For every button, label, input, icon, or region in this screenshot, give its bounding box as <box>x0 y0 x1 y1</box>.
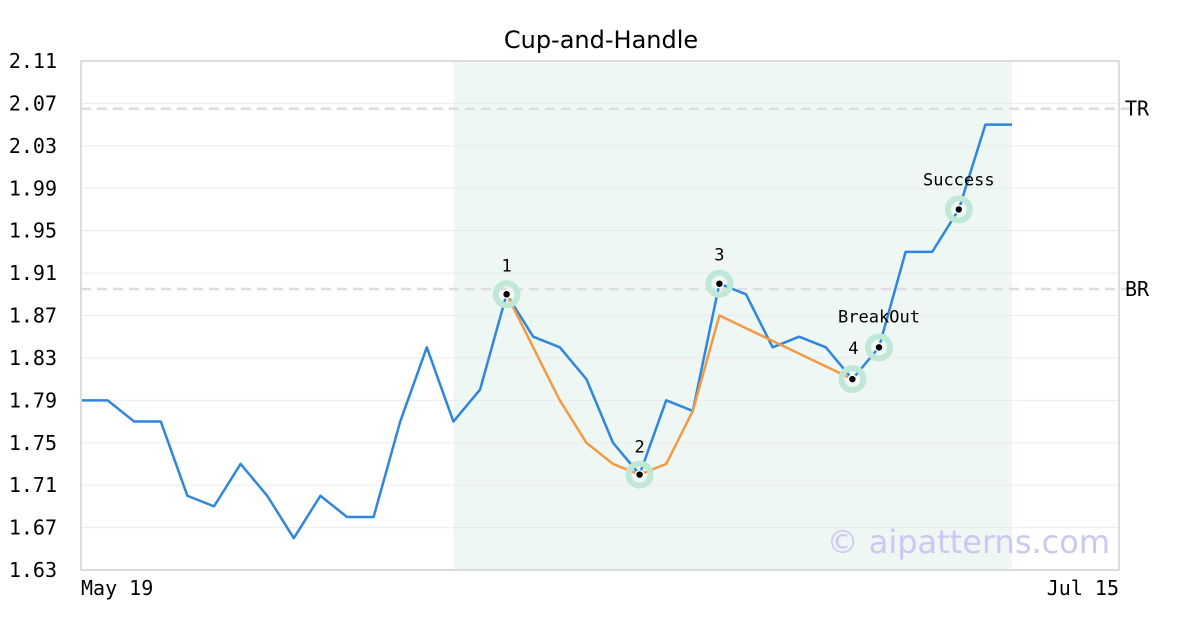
y-tick-label: 1.75 <box>9 431 57 455</box>
reference-label-tr: TR <box>1125 97 1150 121</box>
y-tick-label: 1.87 <box>9 304 57 328</box>
y-tick-label: 1.63 <box>9 558 57 582</box>
chart-title: Cup-and-Handle <box>504 26 698 54</box>
marker-label-1: 1 <box>501 256 511 276</box>
marker-dot-4 <box>847 374 858 384</box>
y-tick-label: 2.11 <box>9 49 57 73</box>
marker-halo-success <box>944 195 973 224</box>
y-tick-label: 1.67 <box>9 516 57 540</box>
y-tick-label: 1.71 <box>9 473 57 497</box>
y-tick-label: 1.99 <box>9 176 57 200</box>
y-tick-label: 1.91 <box>9 261 57 285</box>
y-tick-label: 2.07 <box>9 91 57 115</box>
marker-dot-2 <box>634 469 645 480</box>
marker-halo-2 <box>625 460 654 489</box>
x-tick-label: Jul 15 <box>1047 576 1119 600</box>
y-tick-label: 1.83 <box>9 346 57 370</box>
watermark: © aipatterns.com <box>827 523 1110 561</box>
marker-halo-breakout <box>865 333 893 362</box>
reference-label-br: BR <box>1125 277 1150 301</box>
marker-halo-1 <box>492 280 521 309</box>
x-tick-label: May 19 <box>81 576 153 600</box>
marker-halo-3 <box>705 269 734 298</box>
y-tick-label: 2.03 <box>9 134 57 158</box>
marker-dot-1 <box>501 289 512 300</box>
y-tick-label: 1.95 <box>9 219 57 243</box>
y-tick-label: 1.79 <box>9 388 57 412</box>
marker-dot-breakout <box>874 342 884 353</box>
marker-dot-3 <box>714 278 725 289</box>
marker-label-4: 4 <box>848 339 858 359</box>
marker-label-2: 2 <box>634 438 644 458</box>
marker-label-3: 3 <box>714 246 724 266</box>
marker-label-success: Success <box>923 170 995 190</box>
marker-halo-4 <box>838 365 867 394</box>
plot-frame <box>80 60 1120 571</box>
marker-dot-success <box>954 204 964 215</box>
marker-label-breakout: BreakOut <box>838 307 920 327</box>
price-line <box>81 123 1012 540</box>
